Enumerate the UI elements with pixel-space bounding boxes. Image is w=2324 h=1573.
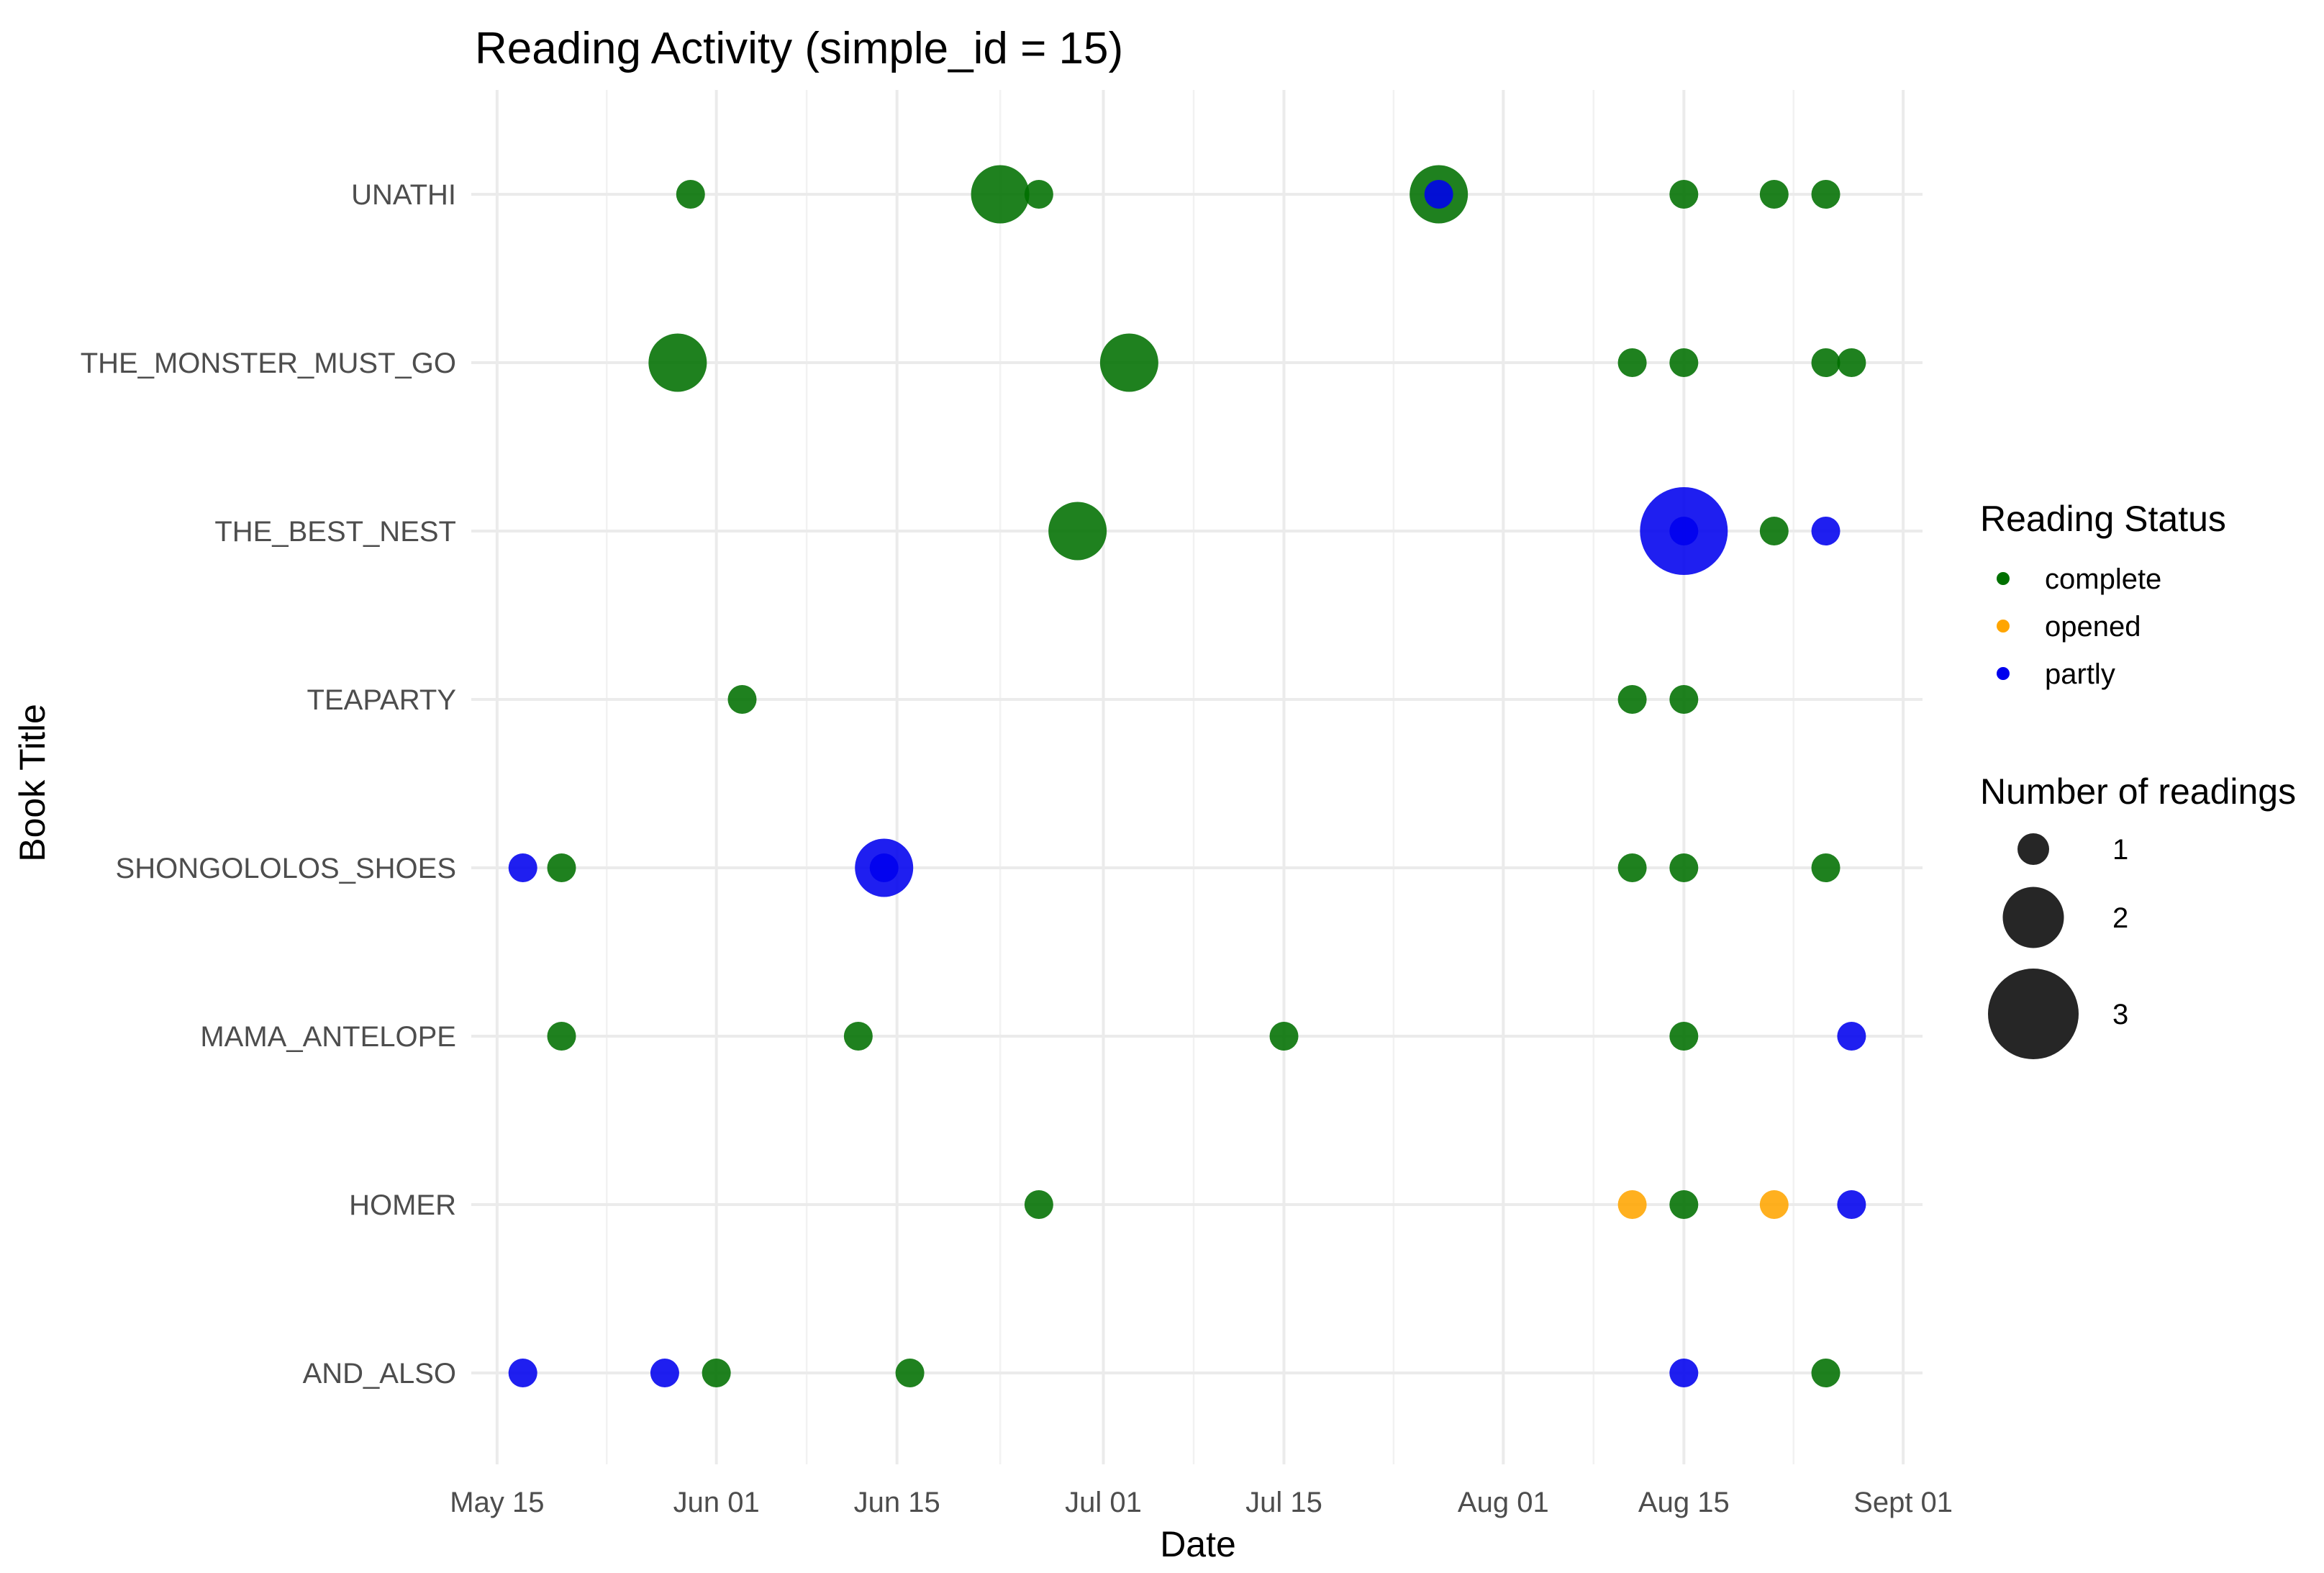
y-tick-label: HOMER <box>349 1189 456 1221</box>
data-point <box>869 853 899 882</box>
data-point <box>1024 180 1053 209</box>
y-tick-label: SHONGOLOLOS_SHOES <box>116 853 456 884</box>
data-point <box>1024 1190 1053 1219</box>
data-point <box>843 1022 873 1051</box>
data-point <box>1669 517 1699 545</box>
data-point <box>547 853 576 882</box>
data-point <box>1669 348 1699 377</box>
axis-layer: May 15 Jun 01 Jun 15 Jul 01 Jul 15 Aug 01 Aug … <box>81 179 1953 1518</box>
legend-status-title: Reading Status <box>1980 499 2226 539</box>
x-tick-label: Jul 01 <box>1065 1487 1142 1518</box>
data-point <box>1617 1190 1647 1219</box>
data-point <box>1048 502 1107 561</box>
data-point <box>1669 1190 1699 1219</box>
data-point <box>1837 1022 1866 1051</box>
data-point <box>1669 1359 1699 1387</box>
data-point <box>727 685 757 714</box>
y-tick-label: UNATHI <box>351 179 456 211</box>
grid-layer <box>471 90 1923 1464</box>
data-point <box>1759 517 1789 545</box>
data-point <box>1617 853 1647 882</box>
data-point <box>1759 180 1789 209</box>
data-point <box>1811 517 1840 545</box>
data-point <box>895 1359 925 1387</box>
data-point <box>1269 1022 1299 1051</box>
x-axis-title: Date <box>1160 1524 1236 1564</box>
y-tick-label: MAMA_ANTELOPE <box>200 1021 456 1053</box>
x-tick-label: Jul 15 <box>1245 1487 1322 1518</box>
data-point <box>1811 853 1840 882</box>
data-point <box>702 1359 731 1387</box>
y-tick-label: THE_MONSTER_MUST_GO <box>81 348 456 379</box>
legend-size-key <box>1988 969 2079 1059</box>
data-point <box>1617 685 1647 714</box>
x-tick-label: Jun 15 <box>854 1487 940 1518</box>
data-point <box>1669 1022 1699 1051</box>
data-point <box>1837 348 1866 377</box>
legend-size-key <box>2002 887 2064 948</box>
data-point <box>508 1359 537 1387</box>
y-tick-label: THE_BEST_NEST <box>214 516 456 548</box>
legend-size-label: 2 <box>2112 902 2128 934</box>
y-tick-label: AND_ALSO <box>303 1358 456 1390</box>
data-point <box>547 1022 576 1051</box>
x-tick-label: Sept 01 <box>1853 1487 1953 1518</box>
data-point <box>1424 180 1453 209</box>
legend-status-label: partly <box>2045 658 2115 690</box>
data-point <box>1669 180 1699 209</box>
data-point <box>1811 348 1840 377</box>
legend-size-label: 1 <box>2112 834 2128 866</box>
data-point <box>648 333 707 392</box>
legend-status-label: opened <box>2045 611 2141 643</box>
legend-size-key <box>2017 833 2049 865</box>
data-point <box>650 1359 679 1387</box>
y-axis-title: Book Title <box>12 704 53 862</box>
x-tick-label: Aug 15 <box>1638 1487 1730 1518</box>
y-tick-label: TEAPARTY <box>307 684 456 716</box>
data-point <box>1669 853 1699 882</box>
data-point <box>1617 348 1647 377</box>
x-tick-label: Aug 01 <box>1458 1487 1549 1518</box>
data-point <box>1837 1190 1866 1219</box>
legend-layer: Reading Status complete opened partly Number… <box>1980 499 2296 1059</box>
data-point <box>1811 1359 1840 1387</box>
points-layer <box>508 165 1866 1387</box>
legend-status-key <box>1997 620 2010 633</box>
chart-title: Reading Activity (simple_id = 15) <box>475 24 1123 73</box>
legend-size-label: 3 <box>2112 999 2128 1030</box>
data-point <box>1669 685 1699 714</box>
legend-status-label: complete <box>2045 563 2161 595</box>
data-point <box>1099 333 1158 392</box>
legend-size-title: Number of readings <box>1980 771 2296 812</box>
data-point <box>1811 180 1840 209</box>
x-tick-label: May 15 <box>450 1487 544 1518</box>
data-point <box>1759 1190 1789 1219</box>
legend-status-key <box>1997 667 2010 680</box>
data-point <box>971 165 1030 224</box>
data-point <box>508 853 537 882</box>
legend-status-key <box>1997 572 2010 585</box>
data-point <box>676 180 705 209</box>
x-tick-label: Jun 01 <box>673 1487 760 1518</box>
